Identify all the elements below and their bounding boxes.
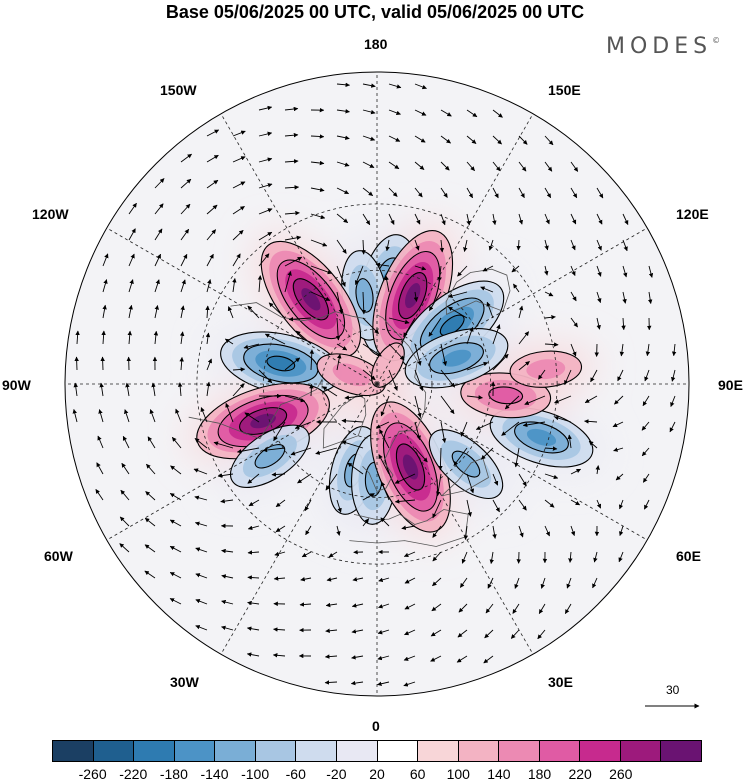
colorbar-segment [417, 741, 458, 761]
colorbar [52, 740, 702, 762]
lon-label-30e: 30E [548, 674, 573, 690]
colorbar-segment [174, 741, 215, 761]
colorbar-tick-label: -100 [241, 766, 269, 782]
colorbar-segment [133, 741, 174, 761]
colorbar-segment [620, 741, 661, 761]
colorbar-tick-label: -60 [286, 766, 306, 782]
colorbar-tick-label: -180 [160, 766, 188, 782]
colorbar-segment [53, 741, 93, 761]
colorbar-tick-label: -140 [200, 766, 228, 782]
lon-label-90w: 90W [2, 377, 31, 393]
colorbar-tick-label: -220 [119, 766, 147, 782]
lon-label-90e: 90E [718, 377, 743, 393]
colorbar-segment [660, 741, 701, 761]
colorbar-segment [458, 741, 499, 761]
lon-label-180: 180 [364, 36, 387, 52]
colorbar-segment [539, 741, 580, 761]
colorbar-segment [214, 741, 255, 761]
colorbar-segment [295, 741, 336, 761]
colorbar-tick-label: 220 [568, 766, 591, 782]
wind-vector-arrow [103, 357, 104, 370]
colorbar-tick-label: 140 [487, 766, 510, 782]
colorbar-tick-label: 100 [447, 766, 470, 782]
colorbar-segment [579, 741, 620, 761]
lon-label-60w: 60W [44, 548, 73, 564]
colorbar-ticks: -260 -220 -180 -140 -100 -60 -20 20 60 100 140 180 2… [0, 766, 750, 784]
lon-label-60e: 60E [676, 548, 701, 564]
lon-label-0: 0 [372, 718, 380, 734]
reference-vector-label: 30 [666, 683, 679, 697]
lon-label-150e: 150E [548, 82, 581, 98]
colorbar-tick-label: 260 [609, 766, 632, 782]
colorbar-segment [336, 741, 377, 761]
colorbar-segment [255, 741, 296, 761]
colorbar-tick-label: 20 [369, 766, 385, 782]
colorbar-tick-label: 60 [410, 766, 426, 782]
colorbar-tick-label: -20 [326, 766, 346, 782]
colorbar-segment [93, 741, 134, 761]
wind-vector-arrow [77, 357, 78, 370]
lon-label-150w: 150W [160, 82, 197, 98]
lon-label-120w: 120W [32, 206, 69, 222]
colorbar-segment [498, 741, 539, 761]
wind-vector-arrow [311, 384, 312, 396]
lon-label-30w: 30W [170, 674, 199, 690]
lon-label-120e: 120E [676, 206, 709, 222]
colorbar-tick-label: 180 [528, 766, 551, 782]
colorbar-tick-label: -260 [79, 766, 107, 782]
colorbar-segment [377, 741, 418, 761]
